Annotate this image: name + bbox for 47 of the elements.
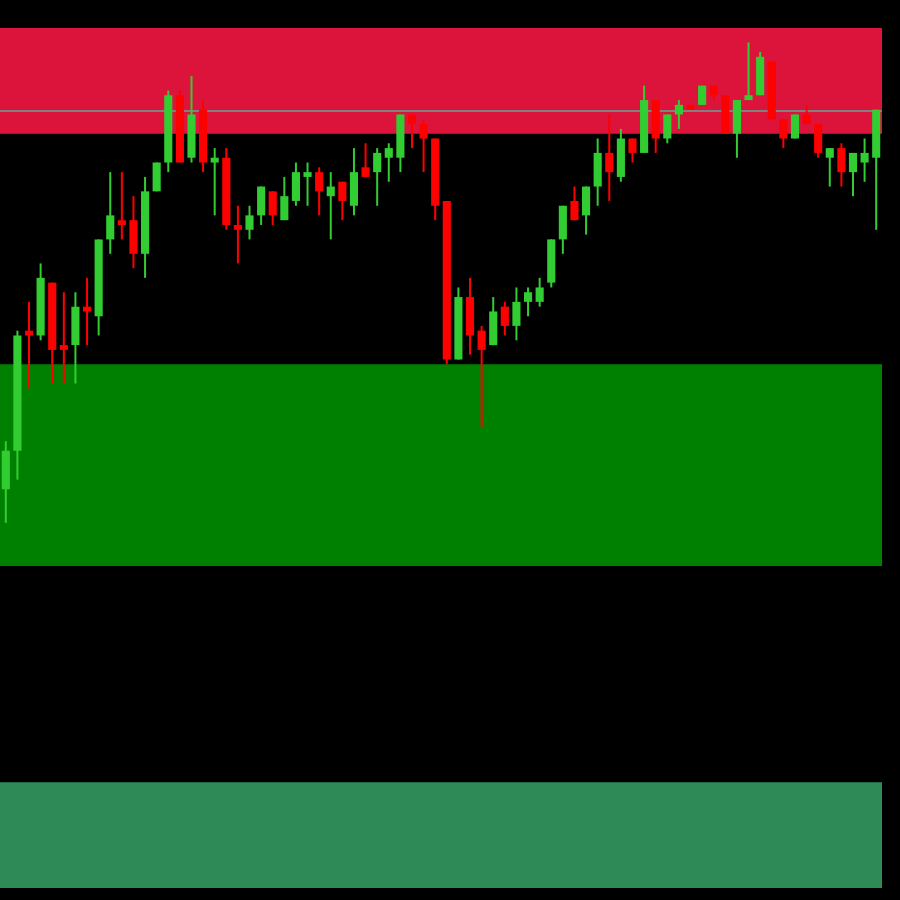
candlestick — [106, 171, 115, 255]
candlestick — [582, 185, 591, 236]
candlestick — [756, 51, 765, 97]
candlestick — [558, 204, 567, 255]
candlestick — [674, 99, 683, 130]
candlestick — [512, 286, 521, 342]
candlestick — [373, 147, 382, 207]
candlestick — [535, 276, 544, 308]
candlestick — [732, 99, 741, 159]
candlestick — [628, 137, 637, 164]
candlestick — [523, 286, 533, 318]
candlestick — [616, 127, 625, 183]
candlestick — [326, 171, 335, 241]
candlestick — [349, 147, 359, 217]
candlestick — [570, 185, 579, 222]
candlestick — [71, 291, 80, 385]
candlestick — [848, 151, 858, 198]
candlestick — [280, 175, 289, 222]
candlestick — [465, 276, 475, 356]
candlestick — [1, 440, 10, 524]
candlestick — [268, 190, 277, 226]
candlestick — [338, 180, 347, 222]
candlestick — [407, 113, 417, 150]
candlestick — [837, 142, 846, 188]
candlestick — [477, 324, 486, 428]
candlestick — [361, 142, 370, 178]
candlestick — [663, 113, 672, 145]
candlestick — [489, 296, 498, 347]
candlestick — [790, 113, 800, 140]
candlestick — [744, 41, 753, 102]
candlestick — [593, 137, 602, 207]
candlestick — [814, 123, 823, 159]
candlestick — [59, 291, 68, 385]
candlestick — [605, 113, 614, 202]
candlestick — [233, 204, 242, 265]
candlestick — [245, 204, 254, 241]
candlestick — [210, 147, 219, 217]
candlestick — [315, 166, 324, 217]
candlestick — [779, 118, 788, 150]
candlestick — [419, 118, 428, 174]
candlestick — [651, 99, 660, 154]
candlestick — [257, 185, 266, 226]
candlestick — [187, 75, 196, 164]
candlestick — [500, 300, 509, 337]
candlestick — [825, 147, 834, 188]
candlestick — [721, 94, 730, 135]
candlestick — [547, 238, 556, 289]
